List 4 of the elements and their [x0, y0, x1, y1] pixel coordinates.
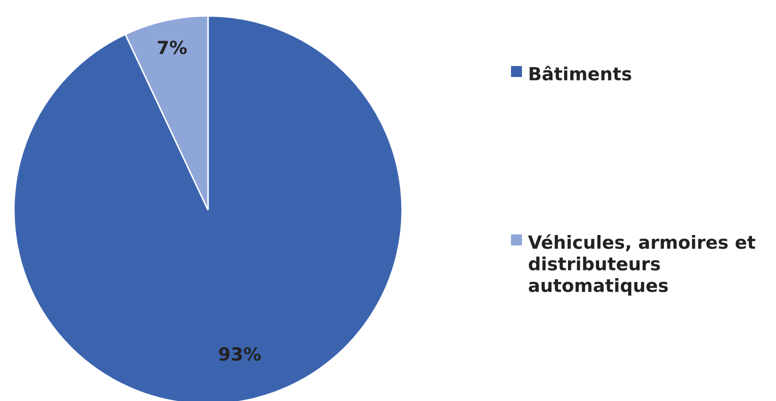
data-label: 7% — [158, 40, 187, 54]
legend-label: Véhicules, armoires et distributeurs automatiques — [528, 234, 756, 296]
legend-label: Bâtiments — [530, 66, 632, 81]
data-label: 93% — [219, 347, 261, 361]
